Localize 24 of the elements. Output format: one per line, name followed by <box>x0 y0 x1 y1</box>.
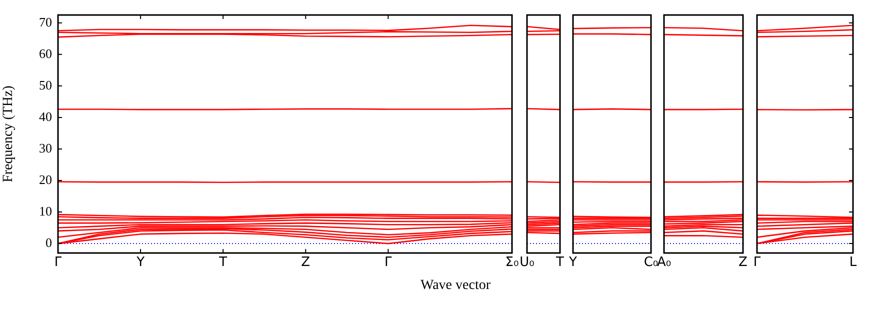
y-tick-label: 40 <box>39 108 52 124</box>
x-tick-label: Z <box>301 255 310 270</box>
y-tick-label: 60 <box>39 46 52 61</box>
y-tick-label: 20 <box>39 172 52 187</box>
x-tick-label: Σ₀ <box>505 255 519 270</box>
x-tick-label: Y <box>136 255 145 270</box>
x-tick-label: Y <box>568 255 578 270</box>
y-tick-label: 0 <box>46 234 52 250</box>
x-tick-label: U₀ <box>520 255 534 270</box>
y-axis-title: Frequency (THz) <box>1 85 16 182</box>
x-tick-label: Γ <box>384 255 393 270</box>
x-tick-label: A₀ <box>656 255 672 270</box>
x-tick-label: L <box>849 255 858 270</box>
y-tick-label: 50 <box>39 77 52 92</box>
x-tick-label: T <box>218 255 228 270</box>
x-axis-title: Wave vector <box>420 278 490 294</box>
x-tick-label: T <box>555 255 564 270</box>
y-tick-label: 10 <box>39 203 52 218</box>
x-tick-label: Z <box>738 255 748 270</box>
y-tick-label: 70 <box>39 14 52 30</box>
x-tick-label: Γ <box>54 255 62 270</box>
y-tick-label: 30 <box>39 140 52 156</box>
x-tick-label: Γ <box>753 255 762 270</box>
x-tick-label: C₀ <box>644 255 658 270</box>
